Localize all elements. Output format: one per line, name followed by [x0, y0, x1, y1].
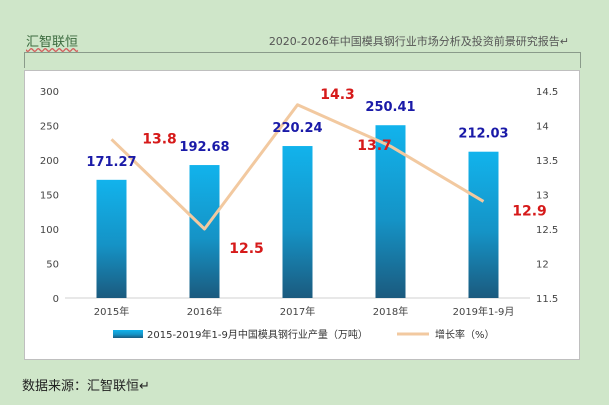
bar [96, 179, 127, 298]
legend-swatch-bar [113, 330, 143, 338]
y-right-tick-label: 12.5 [536, 225, 558, 236]
bar-data-label: 250.41 [365, 100, 415, 115]
legend-label-bar: 2015-2019年1-9月中国模具钢行业产量（万吨） [147, 328, 368, 341]
document-header: 汇智联恒 2020-2026年中国模具钢行业市场分析及投资前景研究报告↵ [0, 0, 609, 70]
x-tick-label: 2016年 [187, 305, 222, 318]
x-tick-label: 2019年1-9月 [453, 305, 515, 318]
y-left-tick-label: 300 [40, 87, 59, 98]
bar-data-label: 212.03 [458, 127, 508, 142]
bar [375, 125, 406, 298]
header-rule [24, 52, 580, 53]
header-rule-left-tick [24, 52, 25, 68]
x-tick-label: 2015年 [94, 305, 129, 318]
line-data-label: 12.5 [229, 241, 264, 257]
combo-chart: 0 50 100 150 200 250 300 11.5 12 12.5 13 13.5 14 14.5… [40, 87, 558, 341]
y-left-tick-label: 0 [53, 294, 59, 305]
y-left-tick-label: 50 [46, 260, 59, 271]
y-left-tick-label: 150 [40, 191, 59, 202]
y-left-tick-label: 250 [40, 122, 59, 133]
line-data-label: 14.3 [320, 87, 355, 103]
y-right-tick-label: 11.5 [536, 294, 558, 305]
bar [189, 165, 220, 298]
y-right-tick-label: 13 [536, 191, 549, 202]
bar-data-label: 220.24 [272, 121, 322, 136]
data-source-note: 数据来源：汇智联恒↵ [22, 379, 150, 394]
y-right-tick-label: 14.5 [536, 87, 558, 98]
legend-label-line: 增长率（%） [435, 328, 495, 341]
x-tick-label: 2018年 [373, 305, 408, 318]
bar [468, 151, 499, 298]
x-tick-label: 2017年 [280, 305, 315, 318]
line-data-label: 12.9 [512, 203, 547, 219]
growth-rate-line [110, 103, 485, 231]
bar-data-label: 171.27 [86, 155, 136, 170]
y-left-tick-label: 100 [40, 225, 59, 236]
header-rule-right-tick [580, 52, 581, 68]
chart-container: 0 50 100 150 200 250 300 11.5 12 12.5 13 13.5 14 14.5… [24, 70, 580, 360]
bar-data-label: 192.68 [179, 140, 229, 155]
y-right-tick-label: 14 [536, 122, 549, 133]
y-left-tick-label: 200 [40, 156, 59, 167]
bar [282, 146, 313, 298]
report-title: 2020-2026年中国模具钢行业市场分析及投资前景研究报告↵ [268, 35, 569, 48]
y-right-tick-label: 12 [536, 260, 549, 271]
brand-name: 汇智联恒 [26, 35, 79, 50]
y-right-tick-label: 13.5 [536, 156, 558, 167]
line-data-label: 13.8 [142, 131, 177, 147]
line-data-label: 13.7 [357, 138, 392, 154]
